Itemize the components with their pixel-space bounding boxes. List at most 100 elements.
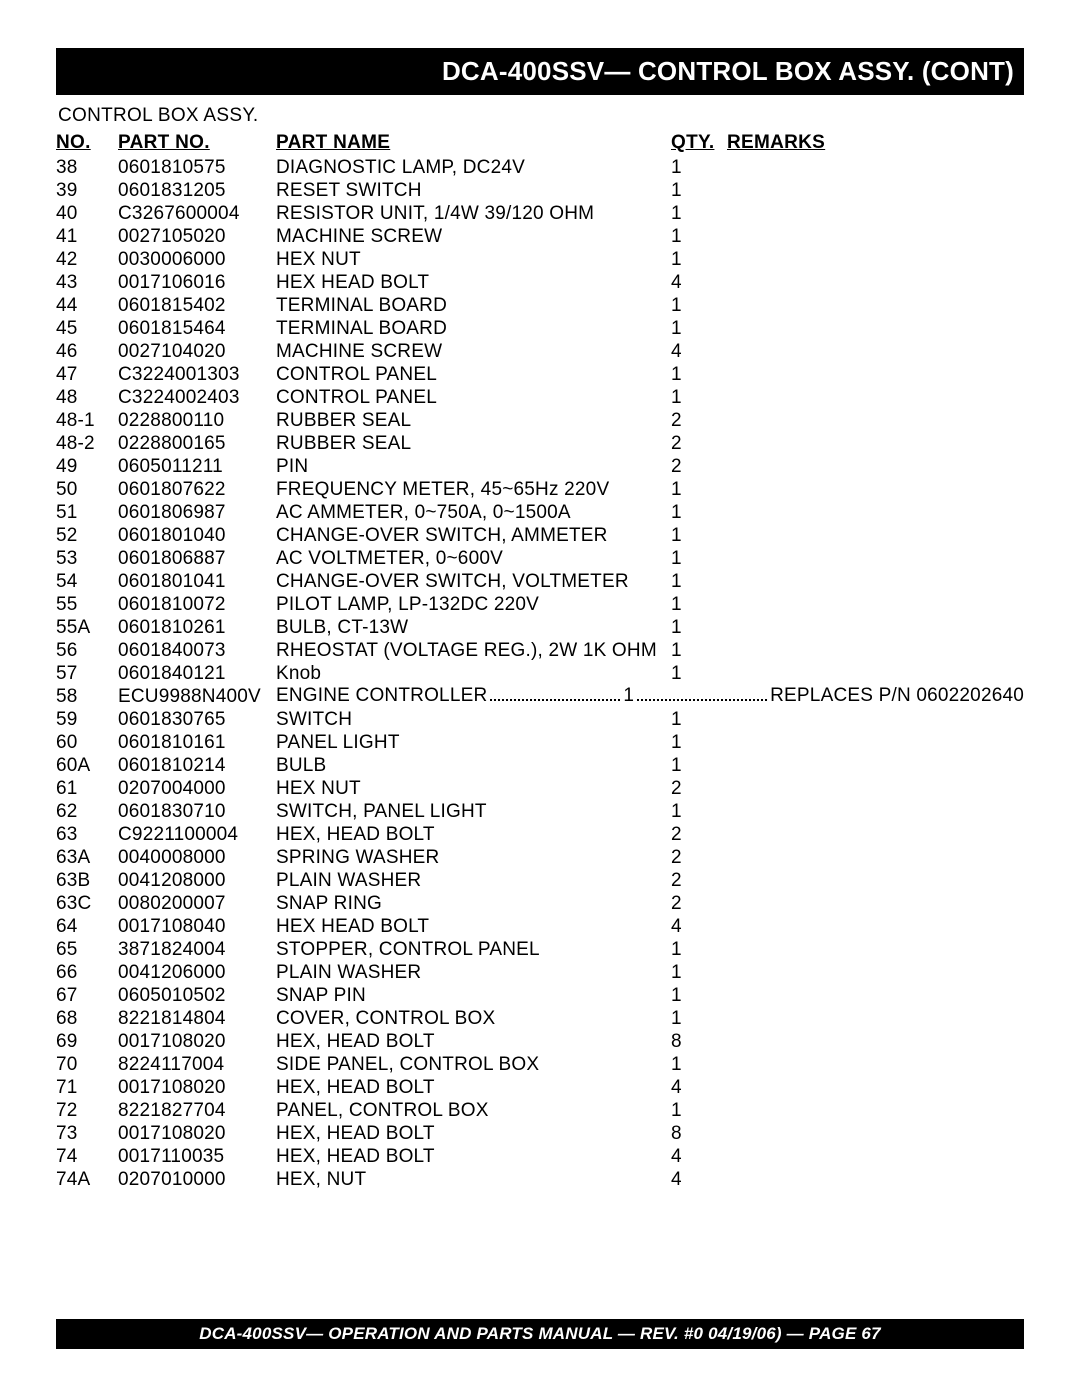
cell-qty: 1 <box>671 478 727 501</box>
cell-part-name: HEX, HEAD BOLT <box>276 823 671 846</box>
cell-no: 63B <box>56 869 118 892</box>
cell-part-name: PIN <box>276 455 671 478</box>
col-header-qty: QTY. <box>671 131 727 156</box>
cell-part-no: 0601806987 <box>118 501 276 524</box>
cell-no: 45 <box>56 317 118 340</box>
cell-part-no: 0601807622 <box>118 478 276 501</box>
cell-remarks <box>727 1007 1024 1030</box>
cell-part-no: 0601830710 <box>118 800 276 823</box>
cell-remarks <box>727 202 1024 225</box>
cell-part-no: 8221814804 <box>118 1007 276 1030</box>
cell-qty: 1 <box>671 179 727 202</box>
table-row: 653871824004STOPPER, CONTROL PANEL1 <box>56 938 1024 961</box>
cell-part-name: FREQUENCY METER, 45~65Hz 220V <box>276 478 671 501</box>
cell-part-no: 0601801041 <box>118 570 276 593</box>
table-row: 450601815464TERMINAL BOARD1 <box>56 317 1024 340</box>
cell-remarks <box>727 616 1024 639</box>
cell-part-no: 0228800110 <box>118 409 276 432</box>
table-row: 710017108020HEX, HEAD BOLT4 <box>56 1076 1024 1099</box>
cell-part-no: 8221827704 <box>118 1099 276 1122</box>
cell-remarks: REPLACES P/N 0602202640 <box>770 685 1024 707</box>
table-row: 740017110035HEX, HEAD BOLT4 <box>56 1145 1024 1168</box>
cell-no: 48-2 <box>56 432 118 455</box>
cell-no: 40 <box>56 202 118 225</box>
cell-qty: 2 <box>671 432 727 455</box>
table-row: 500601807622FREQUENCY METER, 45~65Hz 220… <box>56 478 1024 501</box>
cell-no: 57 <box>56 662 118 685</box>
cell-no: 43 <box>56 271 118 294</box>
table-row: 490605011211PIN2 <box>56 455 1024 478</box>
title-bar: DCA-400SSV— CONTROL BOX ASSY. (CONT) <box>56 48 1024 95</box>
cell-qty: 1 <box>671 1099 727 1122</box>
cell-qty: 1 <box>671 202 727 225</box>
cell-qty: 1 <box>671 386 727 409</box>
cell-part-no: 0017110035 <box>118 1145 276 1168</box>
table-row: 63C0080200007SNAP RING2 <box>56 892 1024 915</box>
footer-bar: DCA-400SSV— OPERATION AND PARTS MANUAL —… <box>56 1319 1024 1349</box>
cell-qty: 1 <box>671 501 727 524</box>
cell-part-no: 0601801040 <box>118 524 276 547</box>
cell-part-name: MACHINE SCREW <box>276 225 671 248</box>
cell-part-name: SPRING WASHER <box>276 846 671 869</box>
parts-table: NO. PART NO. PART NAME QTY. REMARKS 3806… <box>56 131 1024 1191</box>
cell-remarks <box>727 317 1024 340</box>
cell-part-name: AC AMMETER, 0~750A, 0~1500A <box>276 501 671 524</box>
col-header-part-no: PART NO. <box>118 131 276 156</box>
cell-remarks <box>727 984 1024 1007</box>
cell-no: 42 <box>56 248 118 271</box>
table-row: 460027104020MACHINE SCREW4 <box>56 340 1024 363</box>
cell-qty: 1 <box>671 708 727 731</box>
table-row: 420030006000HEX NUT1 <box>56 248 1024 271</box>
cell-no: 48 <box>56 386 118 409</box>
cell-no: 70 <box>56 1053 118 1076</box>
table-row: 690017108020HEX, HEAD BOLT8 <box>56 1030 1024 1053</box>
cell-qty: 4 <box>671 271 727 294</box>
cell-part-no: 0041206000 <box>118 961 276 984</box>
cell-part-name: BULB <box>276 754 671 777</box>
cell-remarks <box>727 409 1024 432</box>
cell-part-name: MACHINE SCREW <box>276 340 671 363</box>
cell-part-name: HEX, HEAD BOLT <box>276 1122 671 1145</box>
table-row: 560601840073RHEOSTAT (VOLTAGE REG.), 2W … <box>56 639 1024 662</box>
cell-remarks <box>727 1122 1024 1145</box>
cell-no: 63C <box>56 892 118 915</box>
cell-qty: 1 <box>671 363 727 386</box>
cell-remarks <box>727 156 1024 179</box>
cell-remarks <box>727 1053 1024 1076</box>
cell-part-name: CHANGE-OVER SWITCH, AMMETER <box>276 524 671 547</box>
cell-qty: 8 <box>671 1122 727 1145</box>
cell-no: 56 <box>56 639 118 662</box>
cell-part-no: 0017108020 <box>118 1122 276 1145</box>
cell-no: 62 <box>56 800 118 823</box>
cell-qty: 1 <box>671 524 727 547</box>
cell-no: 44 <box>56 294 118 317</box>
table-row: 380601810575DIAGNOSTIC LAMP, DC24V1 <box>56 156 1024 179</box>
cell-remarks <box>727 731 1024 754</box>
table-row: 63C9221100004HEX, HEAD BOLT2 <box>56 823 1024 846</box>
cell-qty: 2 <box>671 846 727 869</box>
cell-qty: 1 <box>623 685 634 707</box>
cell-qty: 1 <box>671 639 727 662</box>
cell-part-no: 0601810261 <box>118 616 276 639</box>
cell-no: 47 <box>56 363 118 386</box>
cell-remarks <box>727 777 1024 800</box>
cell-part-name: HEX, HEAD BOLT <box>276 1030 671 1053</box>
cell-remarks <box>727 823 1024 846</box>
cell-part-no: 0605011211 <box>118 455 276 478</box>
cell-part-name: PANEL LIGHT <box>276 731 671 754</box>
cell-remarks <box>727 1099 1024 1122</box>
cell-no: 68 <box>56 1007 118 1030</box>
cell-part-no: 0030006000 <box>118 248 276 271</box>
page: DCA-400SSV— CONTROL BOX ASSY. (CONT) CON… <box>0 0 1080 1191</box>
cell-remarks <box>727 179 1024 202</box>
cell-remarks <box>727 1030 1024 1053</box>
cell-no: 71 <box>56 1076 118 1099</box>
cell-part-no: 0601810214 <box>118 754 276 777</box>
cell-part-no: 0017108020 <box>118 1030 276 1053</box>
cell-qty: 2 <box>671 823 727 846</box>
cell-qty: 2 <box>671 409 727 432</box>
cell-qty: 1 <box>671 593 727 616</box>
table-row: 63A0040008000SPRING WASHER2 <box>56 846 1024 869</box>
cell-remarks <box>727 340 1024 363</box>
table-row: 600601810161PANEL LIGHT1 <box>56 731 1024 754</box>
